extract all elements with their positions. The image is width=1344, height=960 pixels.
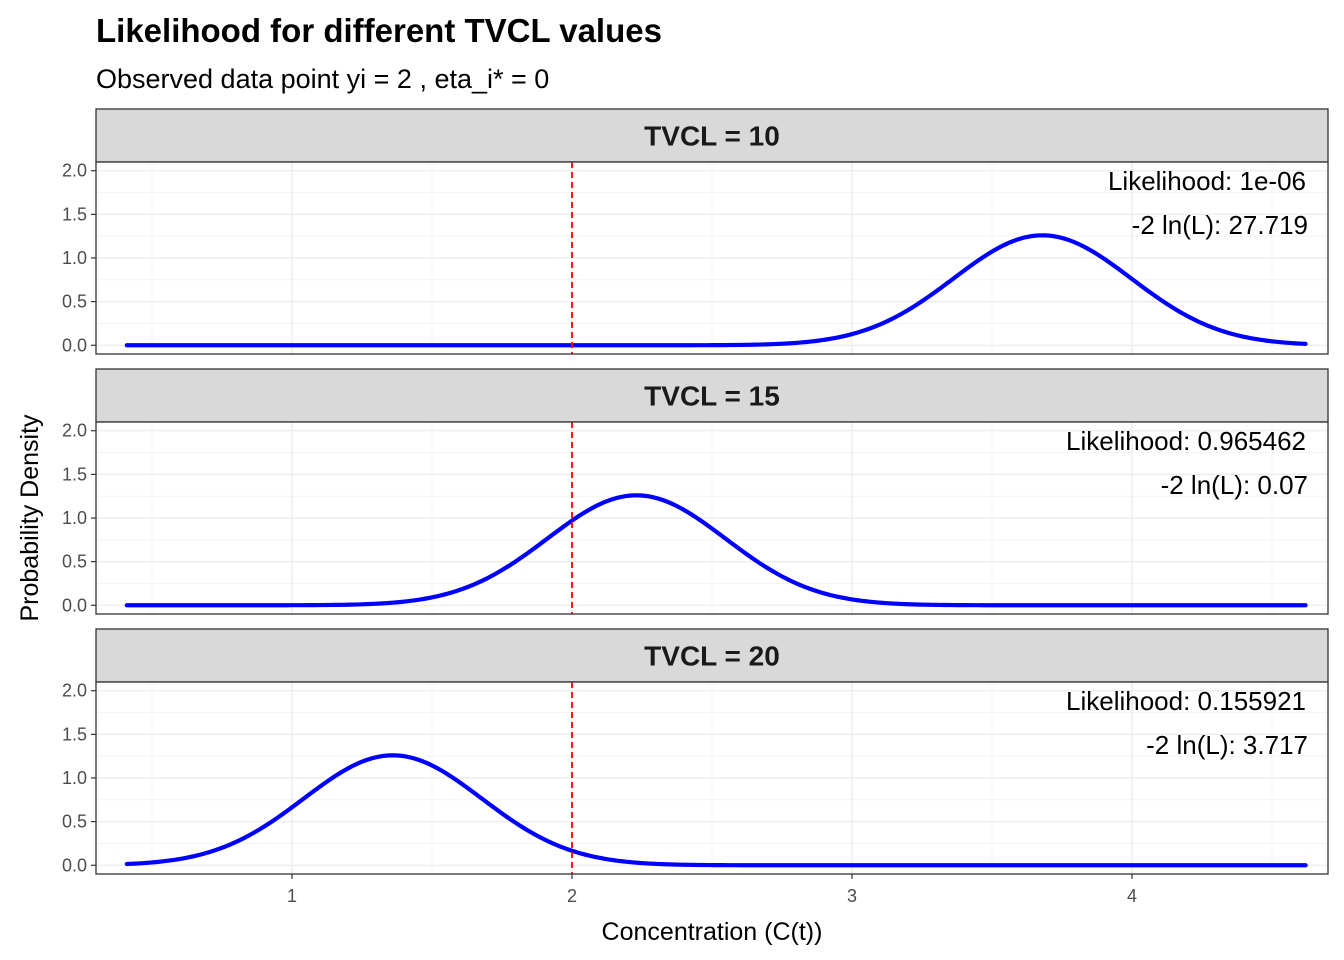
density-curve [124,233,1308,348]
chart-title: Likelihood for different TVCL values [96,12,662,49]
facet-panels: TVCL = 10 0.0 0.5 1.0 1.5 2.0 Likelihood: 1e-0… [62,108,1329,906]
facet-strip [95,108,1329,163]
x-tick-label: 1 [287,886,297,906]
panel-border [95,161,1329,355]
facet-panel: TVCL = 20 0.0 0.5 1.0 1.5 2.0 Likelihood: 0.15… [62,628,1329,906]
x-tick-label: 3 [847,886,857,906]
facet-strip [95,628,1329,683]
facet-strip-label: TVCL = 15 [644,381,780,412]
y-tick-label: 0.0 [62,335,87,355]
density-curve [124,753,1308,868]
facet-strip-label: TVCL = 20 [644,641,780,672]
panel-border [95,681,1329,875]
neg2-log-likelihood-label: -2 ln(L): 27.719 [1132,210,1308,240]
y-tick-label: 1.5 [62,724,87,744]
y-tick-label: 1.5 [62,464,87,484]
density-curve [124,493,1308,608]
y-tick-label: 2.0 [62,161,87,181]
y-tick-label: 1.0 [62,508,87,528]
x-tick-label: 2 [567,886,577,906]
y-tick-label: 0.5 [62,812,87,832]
x-tick-label: 4 [1127,886,1137,906]
likelihood-label: Likelihood: 0.155921 [1066,686,1306,716]
y-tick-label: 0.0 [62,855,87,875]
y-tick-label: 1.0 [62,768,87,788]
likelihood-label: Likelihood: 1e-06 [1108,166,1306,196]
y-tick-label: 1.0 [62,248,87,268]
facet-strip-label: TVCL = 10 [644,121,780,152]
panel-border [95,421,1329,615]
y-axis-title: Probability Density [16,414,44,622]
y-tick-label: 0.5 [62,552,87,572]
facet-panel: TVCL = 15 0.0 0.5 1.0 1.5 2.0 Likelihood: 0.96… [62,368,1329,615]
x-axis-title: Concentration (C(t)) [602,918,823,946]
chart-subtitle: Observed data point yi = 2 , eta_i* = 0 [96,64,549,94]
neg2-log-likelihood-label: -2 ln(L): 0.07 [1161,470,1308,500]
y-tick-label: 2.0 [62,421,87,441]
y-tick-label: 0.0 [62,595,87,615]
facet-panel: TVCL = 10 0.0 0.5 1.0 1.5 2.0 Likelihood: 1e-0… [62,108,1329,355]
y-tick-label: 1.5 [62,204,87,224]
neg2-log-likelihood-label: -2 ln(L): 3.717 [1146,730,1308,760]
y-tick-label: 0.5 [62,292,87,312]
likelihood-label: Likelihood: 0.965462 [1066,426,1306,456]
y-tick-label: 2.0 [62,681,87,701]
